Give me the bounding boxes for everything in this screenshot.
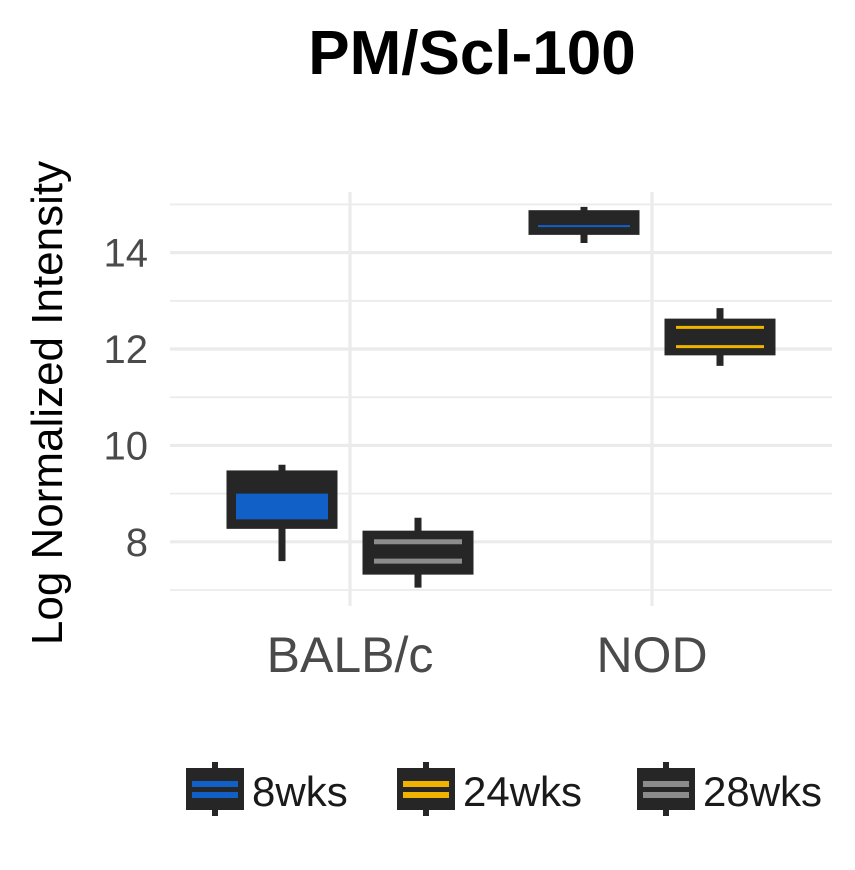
legend-key-8wks bbox=[186, 768, 244, 810]
box-28wks-balb-c bbox=[362, 517, 474, 588]
legend-key-line-bottom-24wks bbox=[403, 792, 449, 798]
legend-label-28wks: 28wks bbox=[703, 768, 822, 815]
box-fill-8wks-balb-c bbox=[236, 493, 328, 520]
x-tick-label-balb-c: BALB/c bbox=[267, 627, 434, 683]
y-tick-label-10: 10 bbox=[104, 424, 149, 468]
legend-key-line-bottom-28wks bbox=[643, 792, 689, 798]
legend-key-line-top-28wks bbox=[643, 781, 689, 787]
box-8wks-balb-c bbox=[226, 464, 338, 562]
legend-key-line-top-8wks bbox=[192, 781, 238, 787]
legend: 8wks 24wks 28wks bbox=[186, 762, 822, 816]
legend-key-28wks bbox=[637, 768, 695, 810]
legend-entry-28wks: 28wks bbox=[637, 762, 822, 816]
y-tick-label-8: 8 bbox=[126, 521, 148, 565]
box-body-8wks-nod bbox=[528, 210, 640, 235]
box-8wks-nod bbox=[528, 206, 640, 244]
box-body-28wks-balb-c bbox=[362, 530, 474, 575]
box-24wks-nod bbox=[664, 308, 776, 366]
grid-lines bbox=[170, 192, 832, 606]
legend-entry-24wks: 24wks bbox=[397, 762, 582, 816]
legend-key-24wks bbox=[397, 768, 455, 810]
y-tick-labels: 8 10 12 14 bbox=[104, 232, 149, 565]
chart-title: PM/Scl-100 bbox=[308, 19, 635, 88]
boxes bbox=[226, 206, 776, 588]
legend-label-8wks: 8wks bbox=[252, 768, 348, 815]
y-tick-label-12: 12 bbox=[104, 328, 149, 372]
y-tick-label-14: 14 bbox=[104, 232, 149, 276]
y-axis-label: Log Normalized Intensity bbox=[23, 161, 72, 645]
legend-key-line-top-24wks bbox=[403, 781, 449, 787]
x-tick-labels: BALB/c NOD bbox=[267, 627, 708, 683]
x-tick-label-nod: NOD bbox=[596, 627, 707, 683]
legend-label-24wks: 24wks bbox=[463, 768, 582, 815]
box-body-24wks-nod bbox=[664, 318, 776, 356]
legend-entry-8wks: 8wks bbox=[186, 762, 348, 816]
legend-key-line-bottom-8wks bbox=[192, 792, 238, 798]
